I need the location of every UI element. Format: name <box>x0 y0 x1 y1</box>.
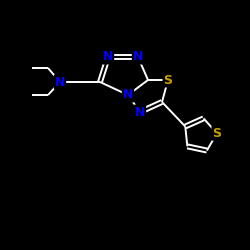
Text: N: N <box>135 106 145 118</box>
Text: S: S <box>212 127 222 140</box>
Text: N: N <box>133 50 143 64</box>
Text: N: N <box>123 88 133 102</box>
Text: N: N <box>55 76 65 88</box>
Text: S: S <box>164 74 172 86</box>
Text: N: N <box>103 50 113 64</box>
